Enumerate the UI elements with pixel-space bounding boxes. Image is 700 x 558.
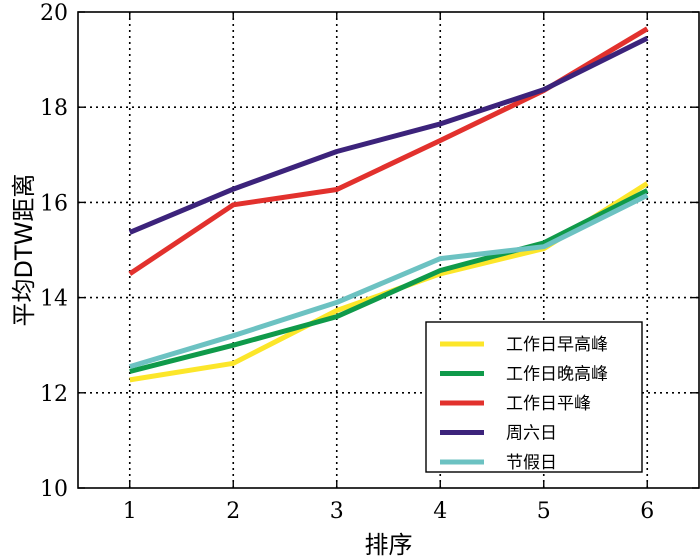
- series-lines: [128, 26, 649, 383]
- axis-ticks: [78, 11, 699, 489]
- legend-label: 工作日晚高峰: [506, 365, 608, 385]
- plot-frame: [77, 11, 700, 489]
- y-tick-label: 10: [40, 477, 68, 502]
- y-tick-label: 18: [40, 96, 68, 121]
- x-tick-label: 4: [433, 499, 447, 524]
- x-tick-label: 2: [226, 499, 240, 524]
- legend-label: 节假日: [506, 453, 557, 473]
- legend-box: [425, 321, 643, 473]
- legend-label: 工作日早高峰: [506, 335, 608, 355]
- y-tick-label: 12: [40, 382, 68, 407]
- series-line: [128, 26, 649, 276]
- y-tick-label: 16: [40, 191, 68, 216]
- y-tick-labels: 10 12 14 16 18 20: [40, 1, 68, 502]
- series-line: [129, 188, 649, 374]
- legend-label: 周六日: [506, 424, 557, 444]
- x-tick-label: 1: [123, 499, 137, 524]
- y-tick-label: 14: [40, 287, 68, 312]
- series-line: [128, 35, 649, 235]
- series-line: [129, 193, 649, 369]
- x-axis-label: 排序: [365, 531, 413, 558]
- x-tick-label: 6: [640, 499, 654, 524]
- legend-label: 工作日平峰: [506, 394, 591, 414]
- x-tick-label: 5: [537, 499, 551, 524]
- y-axis-label: 平均DTW距离: [10, 174, 38, 327]
- y-tick-label: 20: [40, 1, 68, 26]
- x-tick-labels: 1 2 3 4 5 6: [123, 499, 655, 524]
- x-tick-label: 3: [330, 499, 344, 524]
